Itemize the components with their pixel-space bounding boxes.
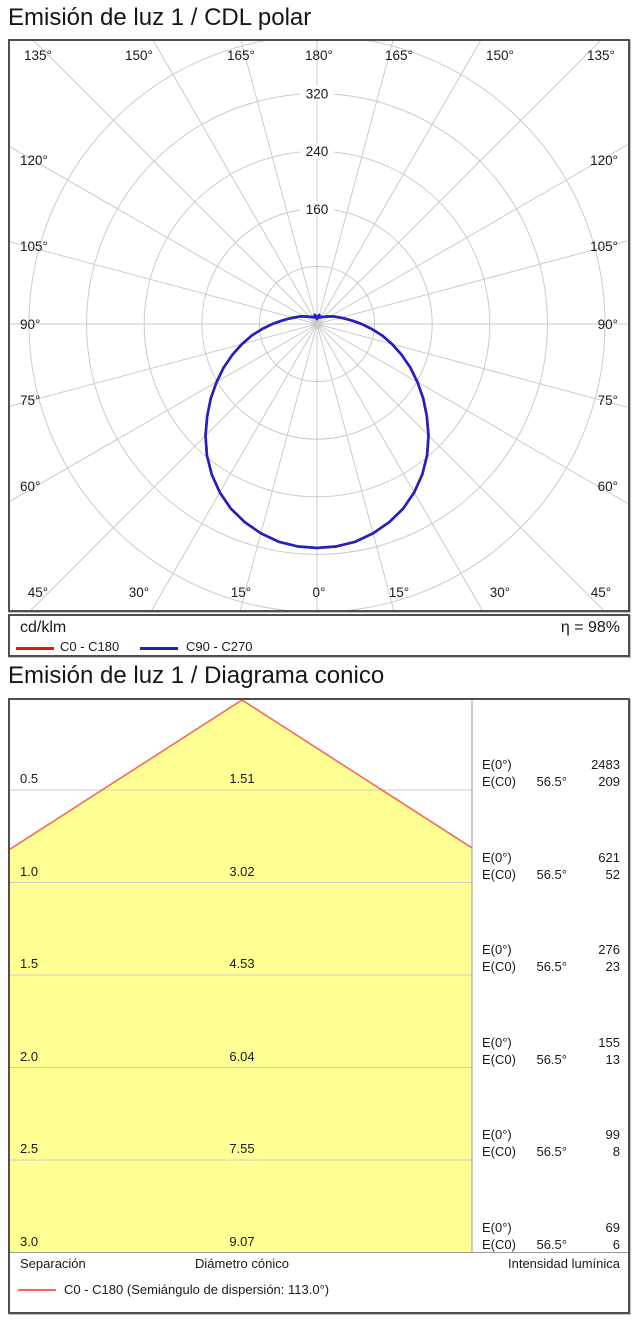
- polar-curve-c90-c270: [204, 313, 430, 550]
- conic-separation-value: 3.0: [20, 1233, 39, 1249]
- angle-label: 120°: [20, 153, 48, 168]
- ring-label: 160: [306, 202, 329, 217]
- angle-label: 90°: [598, 317, 618, 332]
- polar-unit-label: cd/klm: [20, 619, 67, 636]
- ec0-value: 23: [605, 959, 620, 974]
- angle-label: 150°: [125, 48, 153, 63]
- polar-grid: [10, 41, 628, 610]
- conic-diameter-value: 9.07: [229, 1233, 255, 1249]
- conic-separation-value: 2.0: [20, 1048, 39, 1064]
- ec0-label: E(C0): [482, 959, 516, 974]
- angle-label: 30°: [129, 585, 149, 600]
- ec0-label: E(C0): [482, 866, 516, 882]
- angle-label: 60°: [20, 479, 40, 494]
- ring-label-mask: [300, 143, 334, 160]
- footer-intensity-label: Intensidad lumínica: [507, 1256, 620, 1271]
- cone-edge-left: [10, 700, 243, 850]
- conic-separation-value: 2.5: [20, 1141, 39, 1156]
- footer-separation-label: Separación: [20, 1256, 86, 1271]
- angle-label: 75°: [598, 393, 618, 408]
- legend-c90-c270-label: C90 - C270: [186, 639, 253, 654]
- e0-label: E(0°): [482, 1034, 512, 1050]
- e0-value: 99: [605, 1127, 620, 1142]
- conic-separation-value: 1.5: [20, 956, 39, 971]
- conic-diameter-value: 4.53: [229, 956, 255, 971]
- conic-separation-value: 1.0: [20, 863, 39, 879]
- conic-diameter-value: 7.55: [229, 1141, 255, 1156]
- light-cone: [10, 700, 472, 1253]
- angle-label: 105°: [20, 239, 48, 254]
- e0-label: E(0°): [482, 1127, 512, 1142]
- angle-label: 75°: [20, 393, 40, 408]
- beam-angle-value: 56.5°: [536, 866, 567, 882]
- e0-value: 69: [605, 1219, 620, 1235]
- angle-label: 45°: [591, 585, 611, 600]
- ring-label: 320: [306, 87, 329, 102]
- ring-label-mask: [300, 200, 334, 217]
- ec0-label: E(C0): [482, 774, 516, 789]
- angle-label: 30°: [490, 585, 510, 600]
- angle-label: 45°: [28, 585, 48, 600]
- ring-label-mask: [300, 85, 334, 102]
- e0-label: E(0°): [482, 1219, 512, 1235]
- polar-diagram-svg: 160 240 320 135° 150° 165° 180° 165° 150° 135° 45°…: [10, 41, 628, 610]
- e0-value: 155: [598, 1034, 620, 1050]
- polar-chart-box: 160 240 320 135° 150° 165° 180° 165° 150° 135° 45°…: [8, 39, 630, 612]
- conic-separation-value: 0.5: [20, 771, 39, 786]
- e0-label: E(0°): [482, 942, 512, 957]
- c0-c180-line-icon: [16, 647, 54, 650]
- beam-angle-value: 56.5°: [536, 1051, 567, 1067]
- conic-diameter-value: 1.51: [229, 771, 255, 786]
- polar-legend-box: cd/klm η = 98% C0 - C180 C90 - C270: [8, 614, 630, 657]
- beam-angle-value: 56.5°: [536, 1236, 567, 1252]
- angle-label: 135°: [24, 48, 52, 63]
- e0-label: E(0°): [482, 849, 512, 865]
- ec0-value: 13: [605, 1051, 620, 1067]
- angle-label: 120°: [590, 153, 618, 168]
- angle-label: 180°: [305, 48, 333, 63]
- cone-edge-right: [241, 700, 473, 849]
- angle-label: 60°: [598, 479, 618, 494]
- legend-c0-c180-label: C0 - C180: [60, 639, 120, 654]
- c90-c270-line-icon: [140, 647, 178, 650]
- conic-title: Emisión de luz 1 / Diagrama conico: [8, 662, 385, 689]
- angle-label: 165°: [385, 48, 413, 63]
- ec0-value: 8: [612, 1144, 620, 1159]
- angle-label: 90°: [20, 317, 40, 332]
- ec0-label: E(C0): [482, 1236, 516, 1252]
- angle-label: 150°: [486, 48, 514, 63]
- ring-label: 240: [306, 144, 329, 159]
- conic-diagram-svg: [10, 700, 628, 1253]
- ec0-value: 209: [598, 774, 620, 789]
- polar-title: Emisión de luz 1 / CDL polar: [8, 4, 312, 31]
- e0-value: 621: [598, 849, 620, 865]
- conic-diameter-value: 6.04: [229, 1048, 255, 1064]
- efficiency-value: η = 98%: [560, 619, 620, 636]
- cone-legend-label: C0 - C180 (Semiángulo de dispersión: 113…: [64, 1282, 330, 1297]
- ec0-label: E(C0): [482, 1051, 516, 1067]
- angle-label: 0°: [313, 585, 326, 600]
- e0-value: 276: [598, 942, 620, 957]
- beam-angle-value: 56.5°: [536, 959, 567, 974]
- angle-label: 105°: [590, 239, 618, 254]
- beam-angle-value: 56.5°: [536, 774, 567, 789]
- angle-label: 15°: [389, 585, 409, 600]
- ec0-value: 52: [605, 866, 620, 882]
- ec0-label: E(C0): [482, 1144, 516, 1159]
- conic-diameter-value: 3.02: [229, 863, 255, 879]
- e0-label: E(0°): [482, 757, 512, 772]
- e0-value: 2483: [591, 757, 620, 772]
- angle-label: 15°: [231, 585, 251, 600]
- angle-label: 165°: [227, 48, 255, 63]
- conic-diagram-box: 0.5 1.51 E(0°) 2483 E(C0) 56.5° 209 1.0 3.02 E(0°…: [8, 698, 630, 1314]
- ec0-value: 6: [612, 1236, 620, 1252]
- footer-diameter-label: Diámetro cónico: [195, 1256, 289, 1271]
- cone-legend-line-icon: [18, 1289, 56, 1291]
- angle-label: 135°: [587, 48, 615, 63]
- beam-angle-value: 56.5°: [536, 1144, 567, 1159]
